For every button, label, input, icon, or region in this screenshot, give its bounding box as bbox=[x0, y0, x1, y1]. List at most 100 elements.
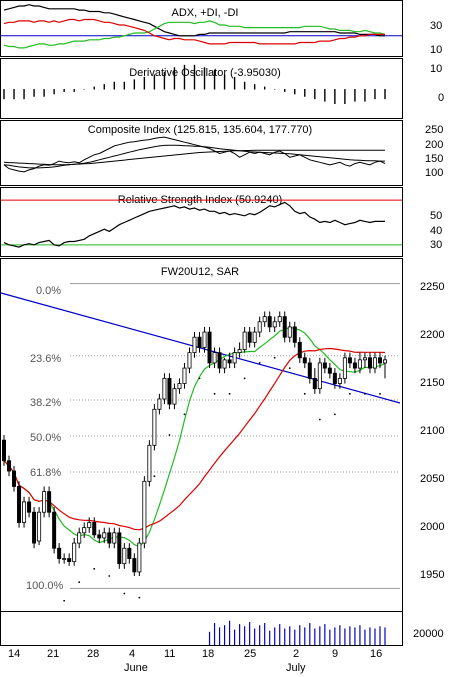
ma-slow-line bbox=[3, 347, 386, 531]
trendline bbox=[0, 292, 401, 404]
price-tick-4: 2050 bbox=[420, 473, 444, 485]
volume-panel bbox=[0, 611, 403, 646]
candle-body bbox=[292, 326, 297, 343]
candle-body bbox=[157, 398, 162, 410]
sar-dot bbox=[364, 392, 366, 395]
rsi-tick-1: 40 bbox=[430, 225, 442, 237]
candle-body bbox=[337, 377, 342, 384]
deriv-ticks: 10 0 bbox=[430, 63, 444, 104]
candle-body bbox=[62, 558, 67, 560]
adx-ticks: 30 10 bbox=[430, 20, 442, 56]
candle-body bbox=[357, 359, 362, 369]
candle-body bbox=[282, 316, 287, 338]
candle-body bbox=[192, 336, 197, 354]
price-tick-6: 1950 bbox=[420, 569, 444, 581]
candle-body bbox=[262, 316, 267, 323]
adx-tick-0: 30 bbox=[430, 20, 442, 32]
x-day-4: 11 bbox=[164, 648, 175, 660]
candle-body bbox=[227, 359, 232, 364]
candle-body bbox=[322, 362, 327, 369]
sar-dot bbox=[183, 413, 186, 416]
candle-body bbox=[187, 352, 192, 369]
sar-dot bbox=[78, 581, 81, 584]
price-title: FW20U12, SAR bbox=[161, 266, 239, 278]
candle-body bbox=[372, 357, 377, 369]
sar-dot bbox=[168, 434, 171, 436]
candle-body bbox=[247, 331, 252, 343]
adx-title: ADX, +DI, -DI bbox=[172, 7, 239, 19]
candle-body bbox=[97, 534, 102, 539]
candle-body bbox=[142, 480, 147, 544]
candle-body bbox=[182, 367, 187, 384]
candle-body bbox=[17, 486, 22, 523]
candle-body bbox=[342, 357, 347, 379]
candle-body bbox=[307, 362, 312, 379]
rsi-tick-2: 30 bbox=[430, 239, 442, 251]
rsi-line bbox=[3, 201, 385, 248]
candle-body bbox=[147, 444, 152, 482]
rsi-tick-0: 50 bbox=[430, 210, 442, 222]
candle-body bbox=[317, 362, 322, 390]
fib-label-3: 50.0% bbox=[30, 432, 61, 444]
composite-line-2 bbox=[3, 149, 385, 166]
price-ticks: 2250 2200 2150 2100 2050 2000 1950 bbox=[420, 281, 444, 581]
price-tick-5: 2000 bbox=[420, 521, 444, 533]
candle-body bbox=[152, 408, 157, 446]
candle-body bbox=[2, 439, 7, 462]
candle-body bbox=[347, 357, 352, 364]
adx-panel bbox=[0, 0, 403, 57]
candle-body bbox=[117, 532, 122, 565]
candle-body bbox=[312, 377, 317, 390]
candle-body bbox=[67, 558, 72, 563]
sar-dot bbox=[228, 392, 231, 395]
candle-body bbox=[277, 316, 282, 323]
x-day-9: 16 bbox=[370, 648, 382, 660]
adx-plot bbox=[1, 4, 402, 49]
candle-body bbox=[367, 357, 372, 369]
x-month-0: June bbox=[124, 662, 148, 674]
x-day-7: 2 bbox=[293, 648, 299, 660]
composite-tick-3: 100 bbox=[425, 167, 443, 179]
candle-body bbox=[172, 388, 177, 405]
sar-dot bbox=[349, 392, 351, 395]
candle-body bbox=[202, 331, 207, 348]
composite-panel bbox=[0, 120, 403, 186]
sar-dot bbox=[303, 392, 306, 395]
candle-body bbox=[87, 522, 92, 529]
sar-dot bbox=[108, 575, 111, 577]
fib-label-1: 23.6% bbox=[30, 353, 61, 365]
candle-body bbox=[57, 547, 62, 559]
x-day-6: 25 bbox=[244, 648, 256, 660]
plus-di-line bbox=[3, 20, 386, 49]
deriv-plot bbox=[3, 64, 386, 104]
sar-dot bbox=[93, 567, 96, 570]
price-tick-1: 2200 bbox=[420, 329, 444, 341]
candle-body bbox=[37, 511, 42, 542]
composite-title: Composite Index (125.815, 135.604, 177.7… bbox=[88, 124, 312, 136]
fib-label-5: 100.0% bbox=[26, 580, 64, 592]
rsi-plot bbox=[1, 199, 402, 248]
candle-body bbox=[217, 352, 222, 369]
candle-body bbox=[112, 532, 117, 544]
candle-body bbox=[167, 377, 172, 405]
sar-dot bbox=[333, 413, 336, 416]
candle-body bbox=[12, 470, 17, 487]
composite-tick-2: 150 bbox=[425, 153, 443, 165]
sar-dot bbox=[123, 592, 126, 595]
fib-label-4: 61.8% bbox=[30, 467, 61, 479]
candle-body bbox=[232, 352, 237, 364]
candle-body bbox=[47, 491, 52, 513]
candle-body bbox=[102, 532, 107, 539]
composite-tick-0: 250 bbox=[425, 124, 443, 136]
candle-body bbox=[92, 522, 97, 536]
candle-body bbox=[377, 357, 382, 364]
ma-fast-line bbox=[3, 326, 386, 548]
candle-body bbox=[197, 336, 202, 348]
price-tick-0: 2250 bbox=[420, 281, 444, 293]
minus-di-line bbox=[3, 18, 385, 45]
candle-body bbox=[327, 367, 332, 374]
price-tick-2: 2150 bbox=[420, 377, 444, 389]
rsi-ticks: 50 40 30 bbox=[430, 210, 442, 251]
candle-body bbox=[82, 527, 87, 534]
